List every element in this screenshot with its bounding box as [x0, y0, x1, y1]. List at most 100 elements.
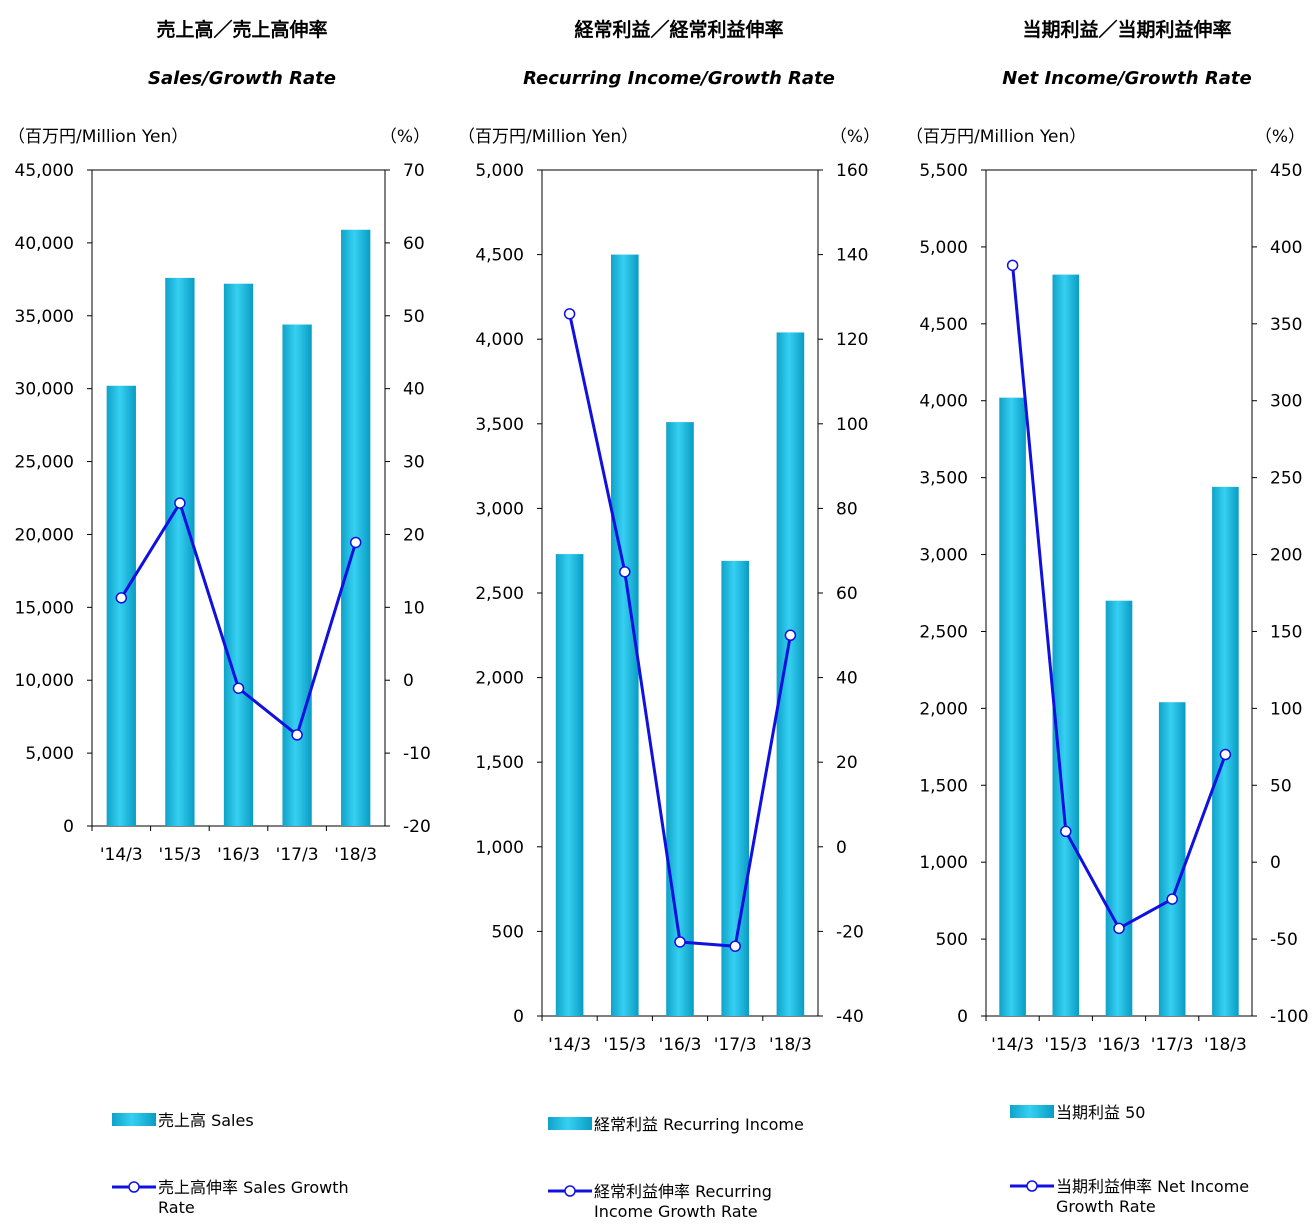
- right-tick-label: -50: [1270, 930, 1298, 950]
- growth-rate-point: [784, 629, 797, 642]
- right-tick-label: -20: [836, 922, 864, 942]
- right-tick-label: 20: [836, 753, 858, 773]
- x-tick-label: '18/3: [334, 845, 377, 865]
- left-tick-label: 1,500: [475, 753, 524, 773]
- left-tick-label: 10,000: [15, 671, 74, 691]
- left-tick-label: 20,000: [15, 525, 74, 545]
- growth-rate-point: [619, 566, 631, 578]
- x-tick-label: '18/3: [1204, 1035, 1247, 1055]
- legend-line-label: 売上高伸率 Sales Growth Rate: [158, 1178, 349, 1217]
- right-tick-label: 450: [1270, 161, 1302, 181]
- chart-subtitle: Sales/Growth Rate: [148, 68, 336, 89]
- growth-rate-point: [232, 682, 245, 694]
- left-tick-label: 500: [936, 930, 968, 950]
- x-tick-label: '17/3: [714, 1035, 757, 1055]
- bar: [776, 332, 805, 1016]
- legend-line-marker: [128, 1181, 140, 1193]
- right-axis-unit: （%）: [830, 127, 880, 147]
- right-axis-unit: （%）: [1255, 127, 1305, 147]
- left-axis-unit: （百万円/Million Yen）: [906, 127, 1086, 147]
- chart-2: 経常利益／経常利益伸率 Recurring Income/Growth Rate （…: [458, 18, 880, 1221]
- bar: [666, 422, 694, 1016]
- right-tick-label: -100: [1270, 1007, 1309, 1027]
- legend-bar-label: 当期利益 50: [1056, 1103, 1145, 1122]
- x-tick-label: '15/3: [158, 845, 201, 865]
- left-tick-label: 5,500: [919, 161, 968, 181]
- bar: [165, 277, 195, 826]
- legend: 当期利益 50 当期利益伸率 Net Income Growth Rate: [1010, 1103, 1249, 1216]
- chart-subtitle: Recurring Income/Growth Rate: [523, 68, 835, 89]
- chart-title: 経常利益／経常利益伸率: [574, 18, 783, 41]
- right-tick-label: 20: [403, 525, 425, 545]
- growth-rate-point: [174, 497, 186, 509]
- right-tick-label: 0: [836, 838, 847, 858]
- left-tick-label: 5,000: [25, 744, 74, 764]
- right-tick-label: -10: [403, 744, 431, 764]
- left-tick-label: 3,000: [475, 499, 524, 519]
- right-tick-label: 250: [1270, 469, 1302, 489]
- right-tick-label: 60: [836, 584, 858, 604]
- left-tick-label: 0: [513, 1007, 524, 1027]
- legend-line-marker: [1026, 1180, 1038, 1192]
- bar: [1105, 600, 1133, 1016]
- growth-rate-point: [349, 536, 362, 549]
- x-tick-label: '17/3: [276, 845, 319, 865]
- left-tick-label: 2,500: [919, 622, 968, 642]
- right-tick-label: -20: [403, 817, 431, 837]
- left-tick-label: 4,000: [475, 330, 524, 350]
- chart-title: 当期利益／当期利益伸率: [1022, 18, 1231, 41]
- right-tick-label: 300: [1270, 392, 1302, 412]
- left-tick-label: 3,500: [919, 469, 968, 489]
- legend-bar-label: 経常利益 Recurring Income: [594, 1115, 804, 1134]
- right-tick-label: 350: [1270, 315, 1302, 335]
- growth-rate-point: [563, 308, 576, 320]
- right-tick-label: 50: [403, 307, 425, 327]
- x-tick-label: '16/3: [659, 1035, 702, 1055]
- growth-rate-point: [291, 729, 303, 741]
- right-tick-label: 0: [1270, 853, 1281, 873]
- growth-rate-point: [1006, 259, 1019, 272]
- left-tick-label: 30,000: [15, 380, 74, 400]
- left-tick-label: 2,000: [919, 699, 968, 719]
- legend: 経常利益 Recurring Income 経常利益伸率 Recurring Inc…: [548, 1115, 804, 1221]
- right-tick-label: 40: [836, 669, 858, 689]
- chart-3: 当期利益／当期利益伸率 Net Income/Growth Rate （百万円/Mi…: [906, 18, 1309, 1216]
- left-tick-label: 1,000: [475, 838, 524, 858]
- left-tick-label: 35,000: [15, 307, 74, 327]
- x-tick-label: '14/3: [100, 845, 143, 865]
- left-tick-label: 0: [63, 817, 74, 837]
- legend-bar-swatch: [112, 1113, 156, 1126]
- left-tick-label: 5,000: [475, 161, 524, 181]
- growth-rate-point: [1219, 748, 1232, 761]
- left-tick-label: 4,500: [919, 315, 968, 335]
- right-tick-label: -40: [836, 1007, 864, 1027]
- right-tick-label: 120: [836, 330, 868, 350]
- left-tick-label: 5,000: [919, 238, 968, 258]
- x-tick-label: '17/3: [1151, 1035, 1194, 1055]
- left-tick-label: 15,000: [15, 598, 74, 618]
- right-tick-label: 200: [1270, 546, 1302, 566]
- left-tick-label: 4,000: [919, 392, 968, 412]
- bar: [999, 397, 1026, 1017]
- left-tick-label: 1,000: [919, 853, 968, 873]
- chart-title: 売上高／売上高伸率: [156, 18, 327, 41]
- left-tick-label: 3,000: [919, 546, 968, 566]
- legend-line-marker: [564, 1185, 576, 1197]
- x-tick-label: '15/3: [603, 1035, 646, 1055]
- growth-rate-point: [674, 936, 686, 948]
- bar: [1052, 274, 1080, 1016]
- right-tick-label: 100: [1270, 699, 1302, 719]
- right-tick-label: 150: [1270, 622, 1302, 642]
- growth-rate-point: [1060, 825, 1072, 838]
- bar: [282, 324, 312, 826]
- legend-bar-label: 売上高 Sales: [158, 1111, 254, 1130]
- growth-rate-point: [115, 592, 128, 604]
- right-tick-label: 100: [836, 415, 868, 435]
- x-tick-label: '14/3: [548, 1035, 591, 1055]
- x-tick-label: '16/3: [1098, 1035, 1141, 1055]
- left-tick-label: 2,000: [475, 669, 524, 689]
- legend-line-label: 経常利益伸率 Recurring Income Growth Rate: [594, 1182, 772, 1221]
- left-tick-label: 25,000: [15, 453, 74, 473]
- left-tick-label: 0: [957, 1007, 968, 1027]
